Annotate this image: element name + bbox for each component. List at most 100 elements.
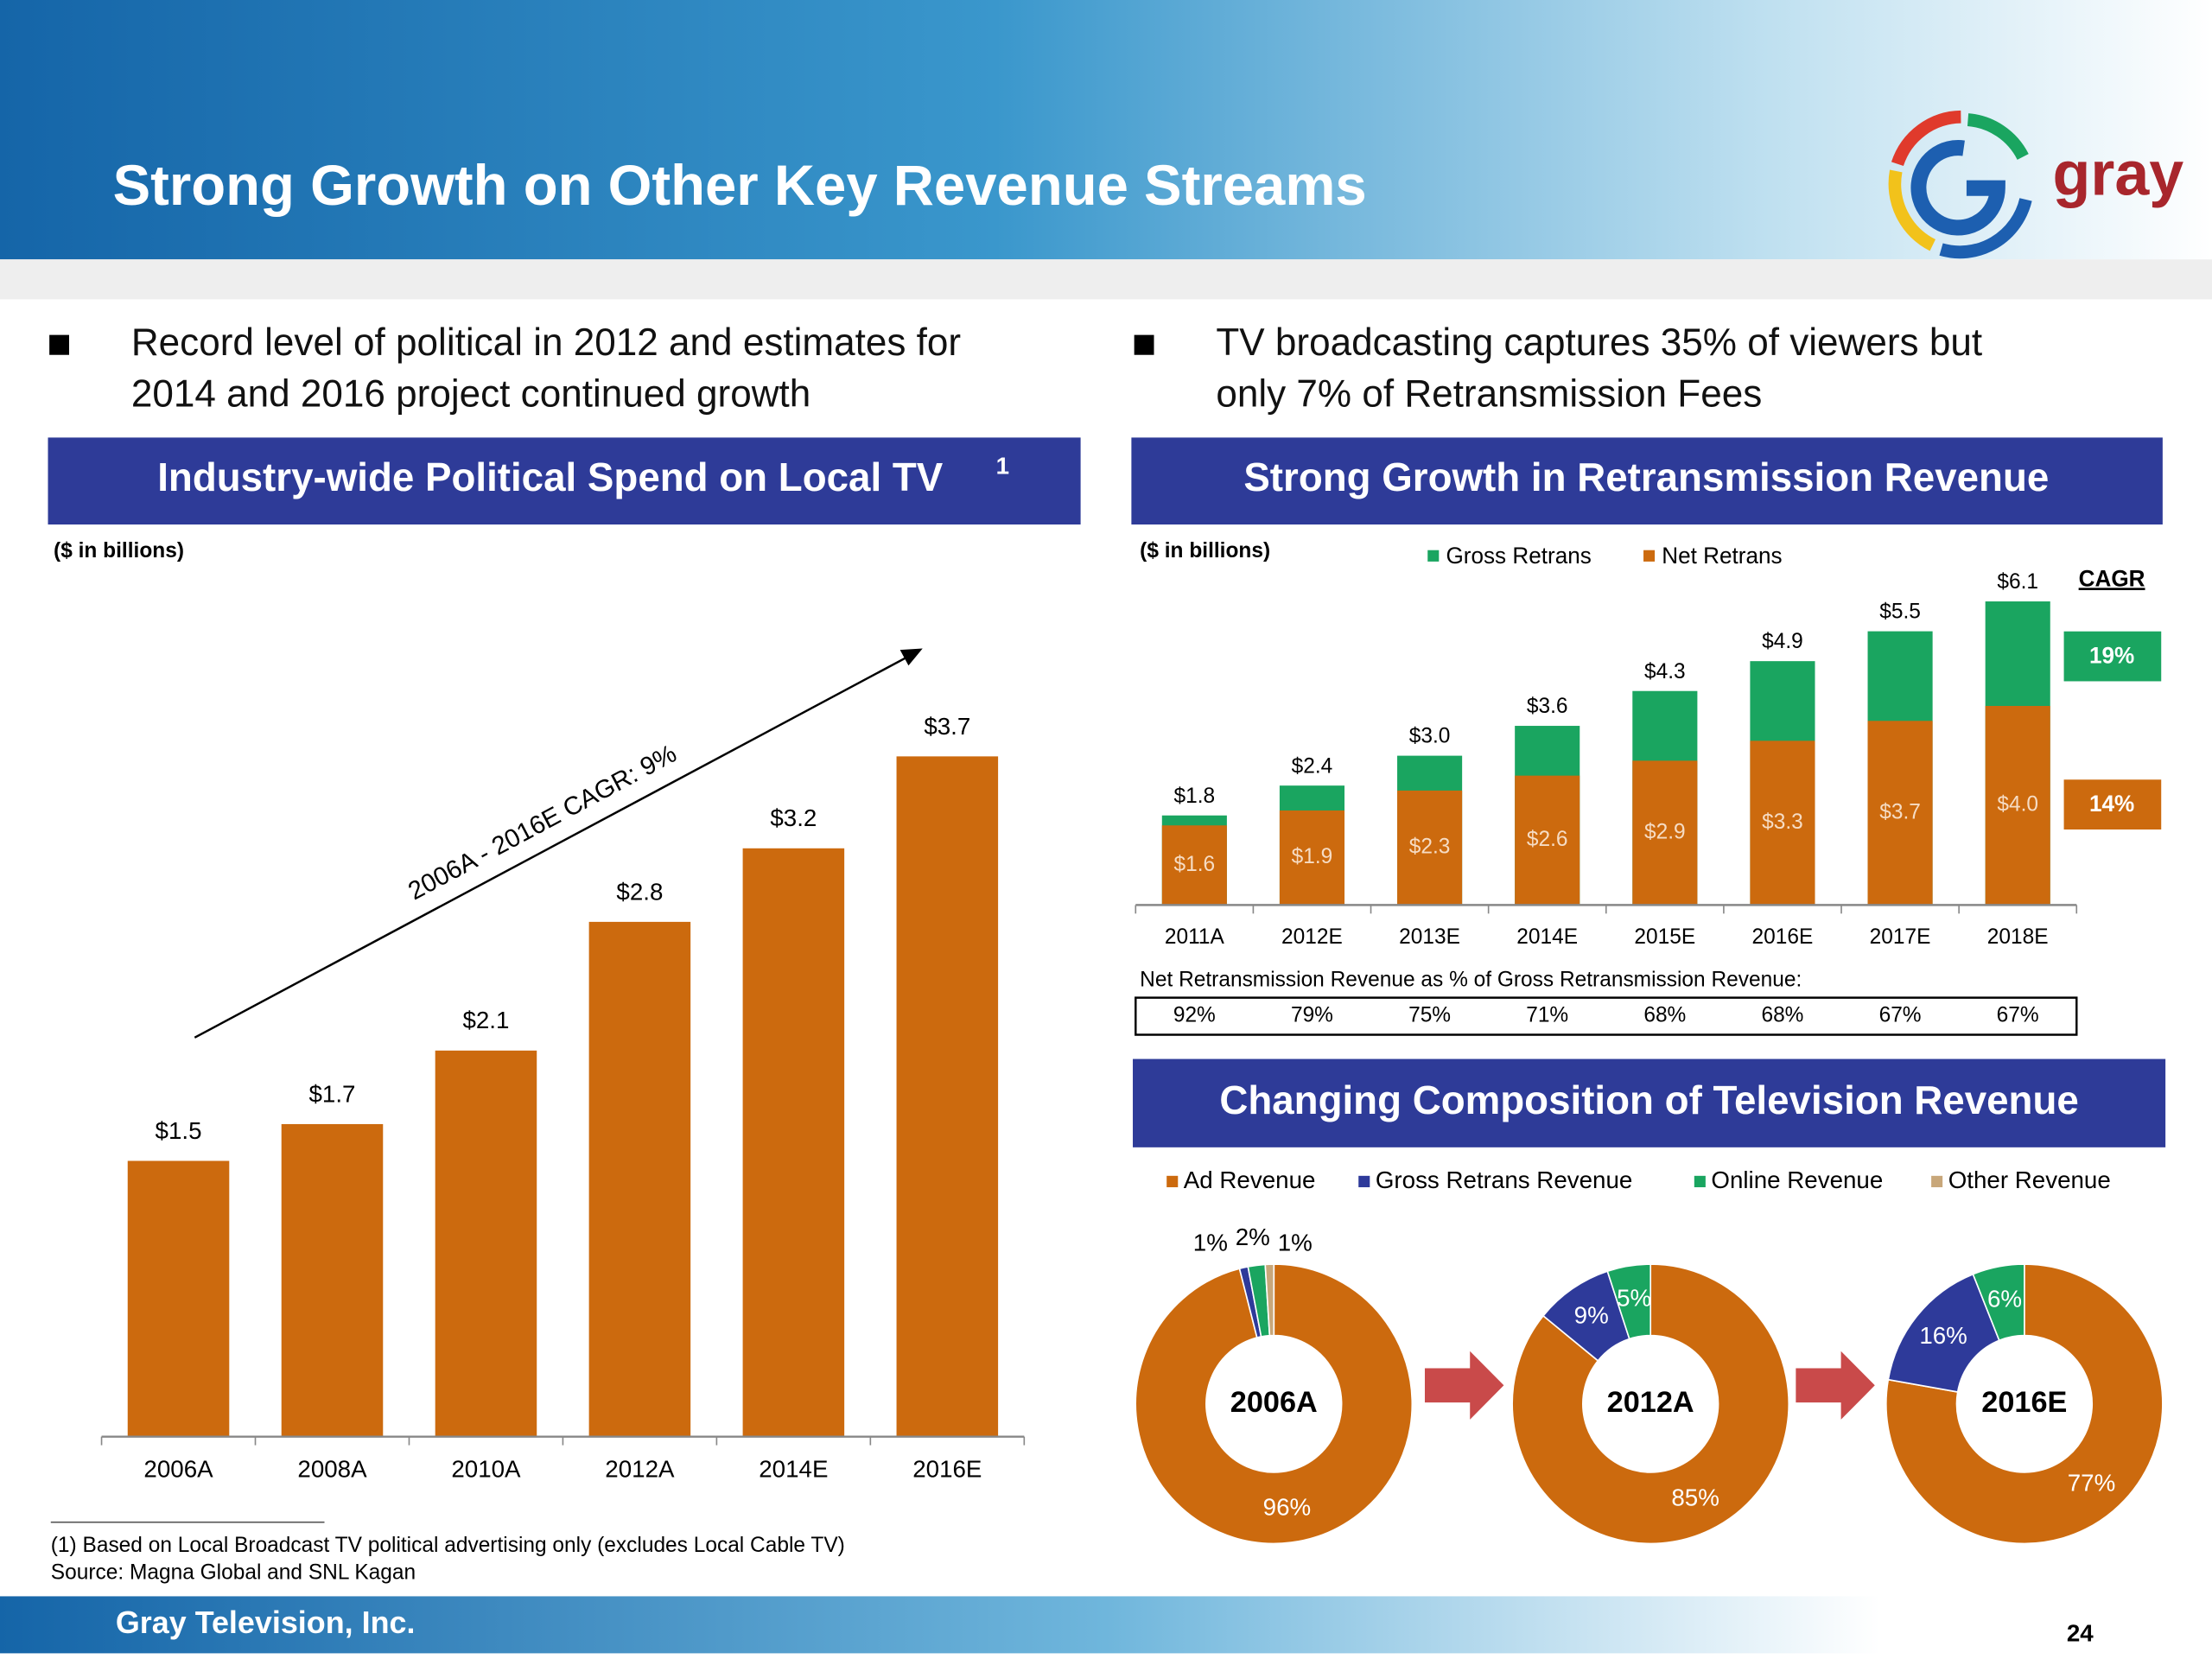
slice-label: 1% xyxy=(1278,1229,1313,1255)
legend-label: Net Retrans xyxy=(1662,543,1782,569)
arrow xyxy=(1424,1351,1504,1420)
value-label: $2.1 xyxy=(462,1007,509,1033)
bar xyxy=(588,921,691,1437)
chart-title: Strong Growth in Retransmission Revenue xyxy=(1243,454,2049,499)
logo-arc xyxy=(1967,113,2029,161)
legend-label: Gross Retrans xyxy=(1446,543,1591,569)
bullet-mark xyxy=(49,334,69,355)
footnote: Source: Magna Global and SNL Kagan xyxy=(51,1560,416,1584)
table-cell: 68% xyxy=(1643,1004,1686,1027)
bar xyxy=(1515,775,1580,906)
footer-bar xyxy=(0,1596,2212,1654)
legend-label: Online Revenue xyxy=(1711,1166,1883,1193)
x-tick-label: 2012E xyxy=(1281,925,1343,949)
donut-center-label: 2016E xyxy=(1981,1386,2067,1419)
value-label: $1.7 xyxy=(308,1080,355,1107)
slice-label: 1% xyxy=(1193,1229,1228,1255)
bar xyxy=(1279,810,1345,906)
donut-slice xyxy=(1135,1263,1414,1545)
x-tick-label: 2006A xyxy=(143,1456,213,1483)
chart-title: Changing Composition of Television Reven… xyxy=(1219,1077,2079,1122)
logo: gray xyxy=(1888,110,2184,259)
value-label: $3.3 xyxy=(1762,810,1803,834)
table-cell: 79% xyxy=(1291,1004,1333,1027)
value-label: $6.1 xyxy=(1997,570,2038,594)
slice-label: 9% xyxy=(1574,1301,1609,1328)
bar xyxy=(1867,721,1933,906)
x-tick-label: 2015E xyxy=(1634,925,1695,949)
legend-swatch xyxy=(1643,550,1656,562)
section-header xyxy=(1131,437,2163,525)
legend-swatch xyxy=(1427,550,1440,562)
legend-label: Gross Retrans Revenue xyxy=(1376,1166,1632,1193)
value-label: $3.7 xyxy=(1879,800,1921,823)
bullet-text: Record level of political in 2012 and es… xyxy=(131,321,961,364)
bar xyxy=(1397,790,1463,906)
bar xyxy=(127,1160,230,1437)
header-shadow xyxy=(0,259,2212,300)
x-tick-label: 2016E xyxy=(912,1456,982,1483)
logo-text: gray xyxy=(2053,139,2184,208)
cagr-title: CAGR xyxy=(2079,565,2145,591)
section-header xyxy=(1133,1058,2166,1147)
legend-swatch xyxy=(1358,1175,1370,1188)
x-tick-label: 2014E xyxy=(759,1456,828,1483)
cagr-value: 19% xyxy=(2089,642,2134,668)
slide-title: Strong Growth on Other Key Revenue Strea… xyxy=(113,154,1367,217)
legend-swatch xyxy=(1694,1175,1706,1188)
slice-label: 16% xyxy=(1919,1322,1967,1349)
trend-arrow xyxy=(194,654,911,1039)
value-label: $2.3 xyxy=(1409,836,1451,859)
value-label: $4.3 xyxy=(1644,660,1686,683)
bar xyxy=(1750,741,1815,906)
arrow xyxy=(1796,1351,1875,1420)
table-border xyxy=(1135,996,2078,1036)
value-label: $1.6 xyxy=(1174,853,1216,876)
x-tick-label: 2016E xyxy=(1752,925,1814,949)
x-tick-label: 2018E xyxy=(1987,925,2049,949)
bullet-text: TV broadcasting captures 35% of viewers … xyxy=(1216,321,1982,364)
value-label: $3.0 xyxy=(1409,725,1451,748)
footnote: (1) Based on Local Broadcast TV politica… xyxy=(51,1534,845,1557)
x-tick-label: 2010A xyxy=(451,1456,521,1483)
header-bar xyxy=(0,0,2212,260)
donut-slice xyxy=(1606,1263,1652,1340)
slice-label: 77% xyxy=(2068,1470,2116,1497)
value-label: $1.8 xyxy=(1174,785,1216,808)
bullet-mark xyxy=(1134,334,1154,355)
value-label: $2.6 xyxy=(1527,828,1568,851)
donut-center-label: 2012A xyxy=(1607,1386,1694,1419)
legend-label: Ad Revenue xyxy=(1184,1166,1316,1193)
logo-g xyxy=(1910,140,2005,236)
table-cell: 75% xyxy=(1408,1004,1451,1027)
donut-slice xyxy=(1264,1263,1275,1337)
table-cell: 68% xyxy=(1761,1004,1803,1027)
bar xyxy=(1985,706,2050,906)
bar xyxy=(435,1050,537,1437)
bar xyxy=(1632,760,1698,906)
slice-label: 5% xyxy=(1617,1284,1651,1311)
value-label: $1.5 xyxy=(156,1117,202,1144)
legend-label: Other Revenue xyxy=(1948,1166,2111,1193)
logo-arc xyxy=(1939,198,2032,259)
x-tick-label: 2011A xyxy=(1165,925,1225,949)
table-cell: 71% xyxy=(1526,1004,1568,1027)
value-label: $2.9 xyxy=(1644,820,1686,843)
slice-label: 6% xyxy=(1987,1285,2022,1312)
donut-center-label: 2006A xyxy=(1230,1386,1318,1419)
logo-arc xyxy=(1888,169,1936,251)
footer-company: Gray Television, Inc. xyxy=(116,1605,416,1640)
cagr-box xyxy=(2063,779,2162,830)
table-title: Net Retransmission Revenue as % of Gross… xyxy=(1140,968,1802,991)
donut-slice xyxy=(1885,1263,2164,1545)
arrow-head xyxy=(899,648,923,666)
table-cell: 67% xyxy=(1879,1004,1922,1027)
bar xyxy=(742,848,845,1437)
bullet-text: only 7% of Retransmission Fees xyxy=(1216,372,1762,415)
x-tick-label: 2012A xyxy=(605,1456,675,1483)
table-cell: 67% xyxy=(1997,1004,2039,1027)
bullet-text: 2014 and 2016 project continued growth xyxy=(131,372,810,415)
legend-swatch xyxy=(1931,1175,1943,1188)
